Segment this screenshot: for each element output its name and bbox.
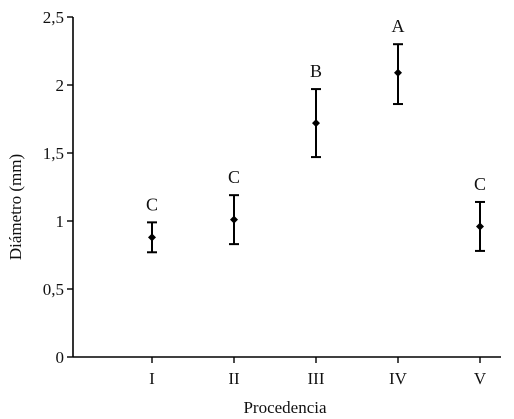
x-axis-ticks: I II III IV V bbox=[149, 357, 487, 388]
group-label-1: C bbox=[228, 167, 240, 187]
y-axis-title: Diámetro (mm) bbox=[6, 154, 25, 260]
y-tick-label-2: 1 bbox=[56, 212, 65, 231]
data-point-1 bbox=[230, 215, 238, 224]
group-label-4: C bbox=[474, 174, 486, 194]
y-tick-label-3: 1,5 bbox=[43, 144, 64, 163]
x-axis-title: Procedencia bbox=[243, 398, 327, 417]
x-tick-label-4: V bbox=[474, 369, 487, 388]
x-tick-label-2: III bbox=[308, 369, 325, 388]
group-label-3: A bbox=[392, 16, 405, 36]
y-axis-ticks: 0 0,5 1 1,5 2 2,5 bbox=[43, 8, 73, 367]
data-point-2 bbox=[312, 119, 320, 128]
y-tick-label-5: 2,5 bbox=[43, 8, 64, 27]
y-tick-label-0: 0 bbox=[56, 348, 65, 367]
y-tick-label-4: 2 bbox=[56, 76, 65, 95]
data-point-0 bbox=[148, 233, 156, 242]
group-label-2: B bbox=[310, 61, 322, 81]
x-tick-label-3: IV bbox=[389, 369, 408, 388]
data-point-4 bbox=[476, 222, 484, 231]
group-label-0: C bbox=[146, 194, 158, 214]
data-point-3 bbox=[394, 68, 402, 77]
data-marks: C C B A C bbox=[146, 16, 486, 254]
x-tick-label-0: I bbox=[149, 369, 155, 388]
y-tick-label-1: 0,5 bbox=[43, 280, 64, 299]
x-tick-label-1: II bbox=[228, 369, 240, 388]
